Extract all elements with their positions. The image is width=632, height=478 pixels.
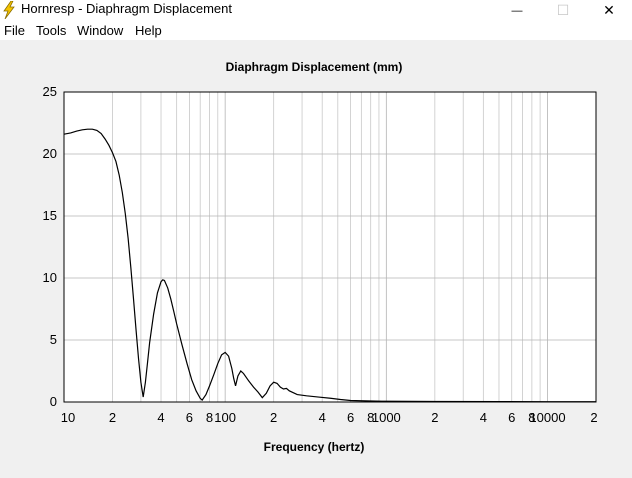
close-icon: ✕ [603,2,615,18]
x-tick-label: 4 [480,410,487,425]
displacement-curve [63,128,596,403]
y-tick-label: 20 [43,146,57,161]
x-tick-label: 10000 [529,410,565,425]
x-axis-label: Frequency (hertz) [264,440,365,454]
y-tick-label: 5 [50,332,57,347]
x-tick-label: 6 [508,410,515,425]
minimize-icon: — [511,4,523,17]
plot-area: Diaphragm Displacement (mm) 0 5 10 15 20 25 10… [0,40,632,473]
x-tick-label: 8 [206,410,213,425]
menu-tools[interactable]: Tools [36,23,67,38]
minimize-button[interactable]: — [494,0,540,21]
y-tick-label: 15 [43,208,57,223]
x-tick-label: 4 [157,410,164,425]
x-tick-label: 2 [109,410,116,425]
x-tick-label: 6 [347,410,354,425]
chart-title: Diaphragm Displacement (mm) [226,60,403,74]
window-title: Hornresp - Diaphragm Displacement [21,1,232,16]
menu-file[interactable]: File [4,23,25,38]
x-tick-label: 2 [270,410,277,425]
menu-window[interactable]: Window [77,23,124,38]
plot-background [64,92,596,402]
x-tick-label: 4 [319,410,326,425]
y-tick-label: 0 [50,394,57,409]
x-tick-label: 8 [367,410,374,425]
menu-help[interactable]: Help [135,23,162,38]
x-tick-label: 100 [214,410,236,425]
x-tick-label: 8 [528,410,535,425]
y-tick-label: 25 [43,84,57,99]
x-tick-label: 10 [61,410,75,425]
menu-bar: File Tools Window Help [0,21,632,40]
x-tick-label: 6 [186,410,193,425]
close-button[interactable]: ✕ [586,0,632,21]
y-tick-label: 10 [43,270,57,285]
maximize-icon: ☐ [556,2,570,18]
grid-lines [64,92,596,402]
x-tick-label: 2 [590,410,597,425]
title-bar: Hornresp - Diaphragm Displacement — ☐ ✕ [0,0,632,21]
maximize-button[interactable]: ☐ [540,0,586,21]
lightning-bolt-icon[interactable] [2,1,16,19]
displacement-chart: Diaphragm Displacement (mm) 0 5 10 15 20 25 10… [43,60,598,454]
x-tick-label: 1000 [372,410,401,425]
plot-frame [63,91,597,403]
x-tick-label: 2 [431,410,438,425]
